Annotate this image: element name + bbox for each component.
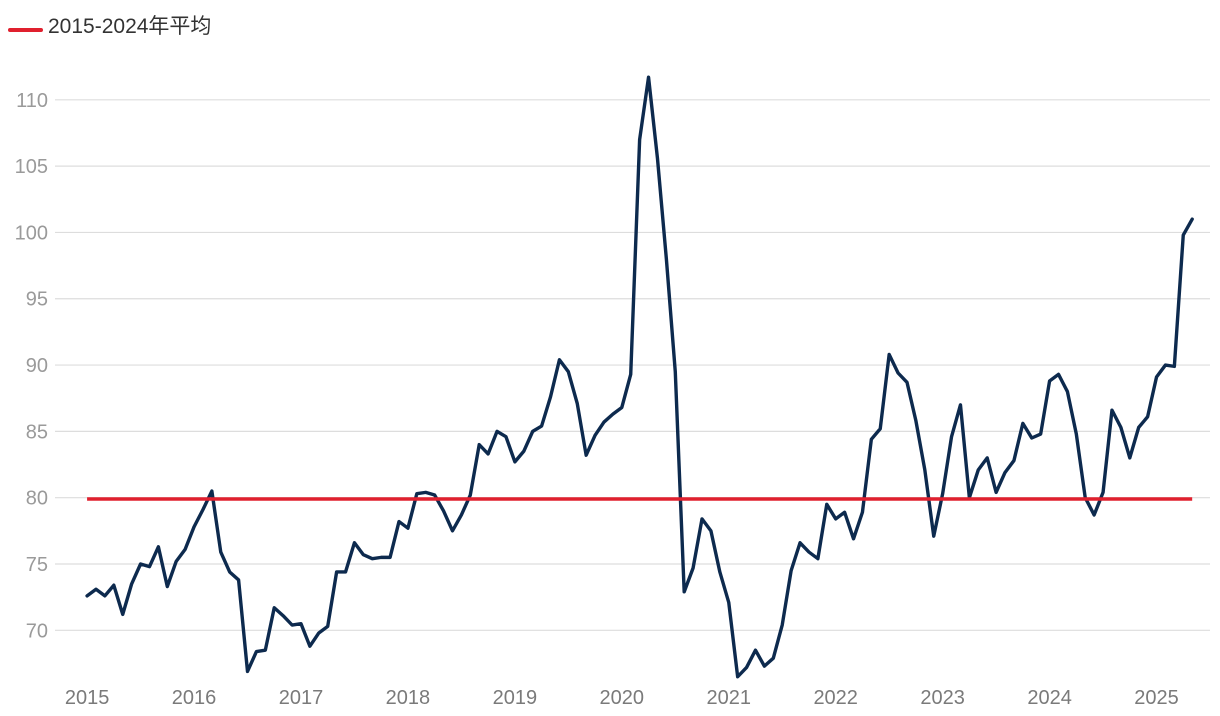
series-line-index [85, 75, 1194, 679]
x-tick-label: 2015 [65, 687, 110, 709]
y-tick-label: 70 [26, 620, 48, 642]
y-tick-label: 95 [26, 289, 48, 311]
x-tick-label: 2016 [172, 687, 217, 709]
x-tick-label: 2021 [707, 687, 752, 709]
x-tick-label: 2018 [386, 687, 431, 709]
x-tick-label: 2022 [813, 687, 858, 709]
series-layer [85, 75, 1194, 679]
y-tick-label: 110 [16, 90, 48, 112]
x-tick-label: 2017 [279, 687, 324, 709]
x-tick-label: 2020 [600, 687, 645, 709]
x-tick-label: 2023 [920, 687, 965, 709]
y-tick-label: 100 [15, 222, 48, 244]
x-axis-ticks: 2015 2016 2017 2018 2019 2020 2021 2022 2023 2024… [65, 687, 1179, 709]
legend: 2015-2024年平均 [8, 15, 211, 38]
y-tick-label: 105 [15, 156, 48, 178]
y-tick-label: 75 [26, 554, 48, 576]
x-tick-label: 2019 [493, 687, 538, 709]
y-tick-label: 90 [26, 355, 48, 377]
y-axis-ticks: 70 75 80 85 90 95 100 105 110 [15, 90, 48, 643]
x-tick-label: 2024 [1027, 687, 1072, 709]
legend-label-average: 2015-2024年平均 [48, 15, 211, 38]
x-tick-label: 2025 [1134, 687, 1179, 709]
y-tick-label: 80 [26, 488, 48, 510]
y-tick-label: 85 [26, 421, 48, 443]
